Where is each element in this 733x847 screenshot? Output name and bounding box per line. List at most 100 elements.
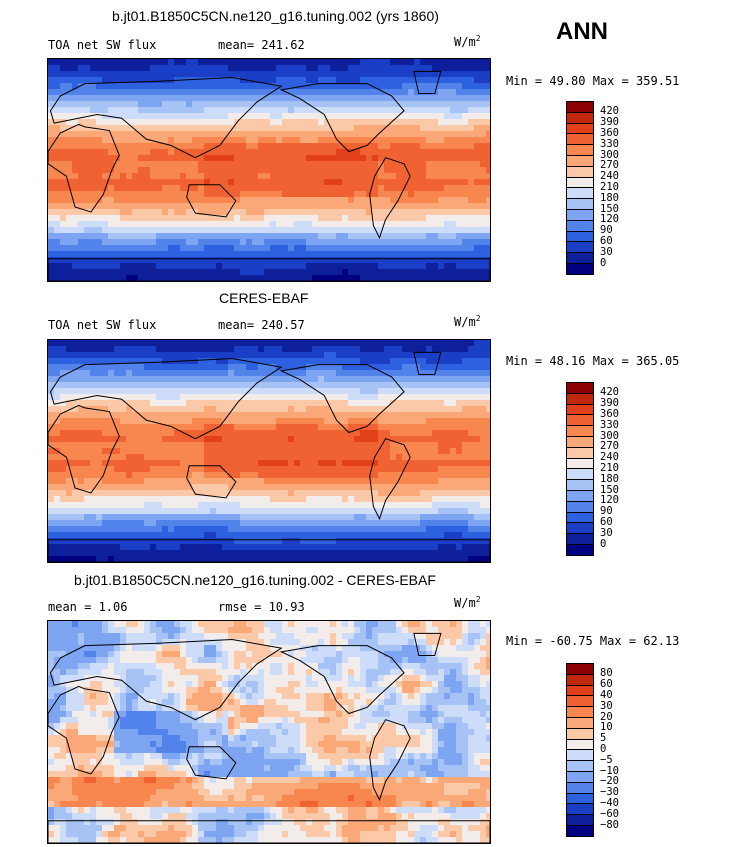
- map-cell: [408, 400, 415, 407]
- map-cell: [210, 508, 217, 515]
- map-cell: [306, 448, 313, 455]
- map-cell: [402, 388, 409, 395]
- map-cell: [60, 143, 67, 150]
- map-cell: [108, 364, 115, 371]
- map-cell: [270, 71, 277, 78]
- map-cell: [318, 376, 325, 383]
- map-cell: [342, 346, 349, 353]
- map-cell: [486, 364, 490, 371]
- map-cell: [114, 179, 121, 186]
- map-cell: [234, 382, 241, 389]
- map-cell: [102, 394, 109, 401]
- map-cell: [102, 490, 109, 497]
- map-cell: [102, 340, 109, 347]
- map-cell: [318, 466, 325, 473]
- map-cell: [138, 119, 145, 126]
- map-cell: [108, 77, 115, 84]
- map-cell: [336, 233, 343, 240]
- map-cell: [306, 418, 313, 425]
- map-cell: [300, 107, 307, 114]
- map-cell: [276, 370, 283, 377]
- map-cell: [114, 107, 121, 114]
- map-cell: [150, 203, 157, 210]
- map-cell: [294, 263, 301, 270]
- map-cell: [114, 239, 121, 246]
- map-cell: [414, 143, 421, 150]
- map-cell: [432, 263, 439, 270]
- map-cell: [48, 346, 55, 353]
- map-cell: [354, 119, 361, 126]
- map-cell: [366, 167, 373, 174]
- map-cell: [84, 454, 91, 461]
- map-cell: [402, 275, 409, 281]
- map-cell: [426, 358, 433, 365]
- map-cell: [276, 514, 283, 521]
- map-cell: [318, 251, 325, 258]
- map-cell: [432, 173, 439, 180]
- map-cell: [168, 400, 175, 407]
- map-cell: [258, 107, 265, 114]
- map-cell: [72, 346, 79, 353]
- map-cell: [222, 508, 229, 515]
- map-cell: [444, 221, 451, 228]
- map-cell: [312, 340, 319, 347]
- map-cell: [276, 394, 283, 401]
- map-cell: [252, 364, 259, 371]
- map-cell: [306, 65, 313, 72]
- map-cell: [198, 107, 205, 114]
- map-cell: [414, 442, 421, 449]
- map-cell: [324, 364, 331, 371]
- map-cell: [312, 77, 319, 84]
- map-cell: [162, 257, 169, 264]
- map-cell: [102, 107, 109, 114]
- map-cell: [468, 209, 475, 216]
- map-cell: [390, 418, 397, 425]
- map-cell: [444, 436, 451, 443]
- map-cell: [180, 161, 187, 168]
- map-cell: [48, 472, 55, 479]
- map-cell: [300, 442, 307, 449]
- map-cell: [474, 251, 481, 258]
- map-cell: [120, 376, 127, 383]
- map-cell: [192, 370, 199, 377]
- map-cell: [168, 269, 175, 276]
- map-cell: [318, 400, 325, 407]
- map-cell: [330, 167, 337, 174]
- map-cell: [222, 376, 229, 383]
- map-cell: [66, 490, 73, 497]
- map-cell: [342, 149, 349, 156]
- map-cell: [216, 227, 223, 234]
- map-cell: [222, 400, 229, 407]
- map-cell: [348, 167, 355, 174]
- map-cell: [318, 514, 325, 521]
- map-cell: [210, 131, 217, 138]
- map-cell: [114, 496, 121, 503]
- map-cell: [450, 490, 457, 497]
- map-cell: [408, 269, 415, 276]
- map-cell: [342, 358, 349, 365]
- map-cell: [264, 275, 271, 281]
- map-cell: [264, 173, 271, 180]
- map-cell: [486, 125, 490, 132]
- map-cell: [198, 514, 205, 521]
- map-cell: [90, 430, 97, 437]
- map-cell: [276, 221, 283, 228]
- map-cell: [372, 185, 379, 192]
- map-cell: [348, 412, 355, 419]
- map-cell: [204, 131, 211, 138]
- map-cell: [198, 125, 205, 132]
- map-cell: [174, 364, 181, 371]
- map-cell: [378, 275, 385, 281]
- map-cell: [198, 275, 205, 281]
- map-cell: [174, 71, 181, 78]
- map-cell: [456, 364, 463, 371]
- map-cell: [354, 89, 361, 96]
- map-cell: [408, 502, 415, 509]
- map-cell: [102, 454, 109, 461]
- map-cell: [450, 155, 457, 162]
- map-cell: [312, 197, 319, 204]
- map-cell: [414, 107, 421, 114]
- map-cell: [420, 472, 427, 479]
- map-cell: [414, 245, 421, 252]
- map-cell: [378, 430, 385, 437]
